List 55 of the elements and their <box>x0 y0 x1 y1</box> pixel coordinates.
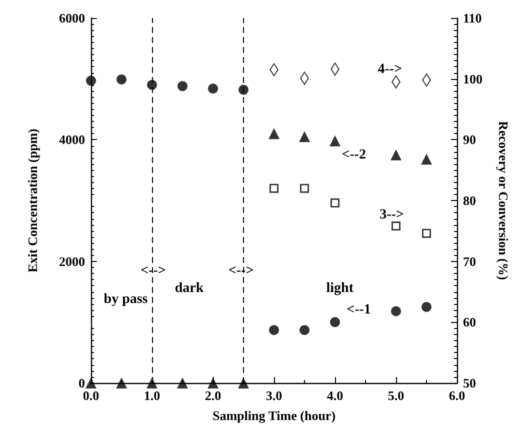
x-tick-label: 5.0 <box>388 388 404 403</box>
y2-tick-label: 110 <box>463 10 482 26</box>
y-axis-title: Exit Concentration (ppm) <box>25 128 40 272</box>
y-tick-label: 4000 <box>59 132 85 148</box>
annotation: dark <box>174 281 204 296</box>
y-tick-label: 2000 <box>59 254 85 269</box>
annotation: 3--> <box>380 208 404 223</box>
point <box>299 131 310 142</box>
point <box>86 76 96 86</box>
point <box>300 325 310 336</box>
y-tick-label: 0 <box>78 376 85 390</box>
point <box>146 378 158 388</box>
point <box>238 378 249 388</box>
x-tick-label: 4.0 <box>326 388 344 403</box>
y2-tick-label: 100 <box>463 71 482 86</box>
y2-tick-label: 60 <box>463 314 476 330</box>
point <box>422 302 432 312</box>
point <box>421 154 432 165</box>
point <box>208 84 218 94</box>
point <box>116 378 127 388</box>
x-tick-label: 6.0 <box>448 388 466 403</box>
y2-axis-title: Recovery or Conversion (%) <box>496 121 511 280</box>
point <box>422 228 431 238</box>
annotation: <--2 <box>342 147 366 162</box>
annotation: 4--> <box>378 62 402 78</box>
x-axis-title: Sampling Time (hour) <box>212 408 336 423</box>
annotation: by pass <box>104 292 148 308</box>
y2-tick-label: 90 <box>463 132 476 148</box>
annotation: <--1 <box>346 302 371 318</box>
point <box>238 84 248 95</box>
x-tick-label: 1.0 <box>144 388 160 403</box>
x-tick-label: 3.0 <box>266 388 282 403</box>
point <box>269 325 279 336</box>
annotation: light <box>326 281 354 296</box>
point <box>147 80 157 90</box>
y2-tick-label: 50 <box>463 376 476 390</box>
point <box>330 317 340 328</box>
point <box>300 184 309 193</box>
y-tick-label: 6000 <box>59 10 85 26</box>
x-tick-label: 2.0 <box>204 388 222 403</box>
x-tick-label: 0.0 <box>82 388 100 403</box>
point <box>208 378 218 388</box>
point <box>268 128 280 140</box>
point <box>86 378 96 388</box>
point <box>116 74 126 84</box>
point <box>391 306 401 316</box>
y2-tick-label: 80 <box>463 193 476 208</box>
point <box>392 222 400 231</box>
point <box>330 135 340 146</box>
point <box>330 198 340 208</box>
y2-tick-label: 70 <box>463 254 476 269</box>
point <box>177 378 188 388</box>
point <box>390 149 402 160</box>
point <box>270 184 278 193</box>
point <box>178 81 188 92</box>
